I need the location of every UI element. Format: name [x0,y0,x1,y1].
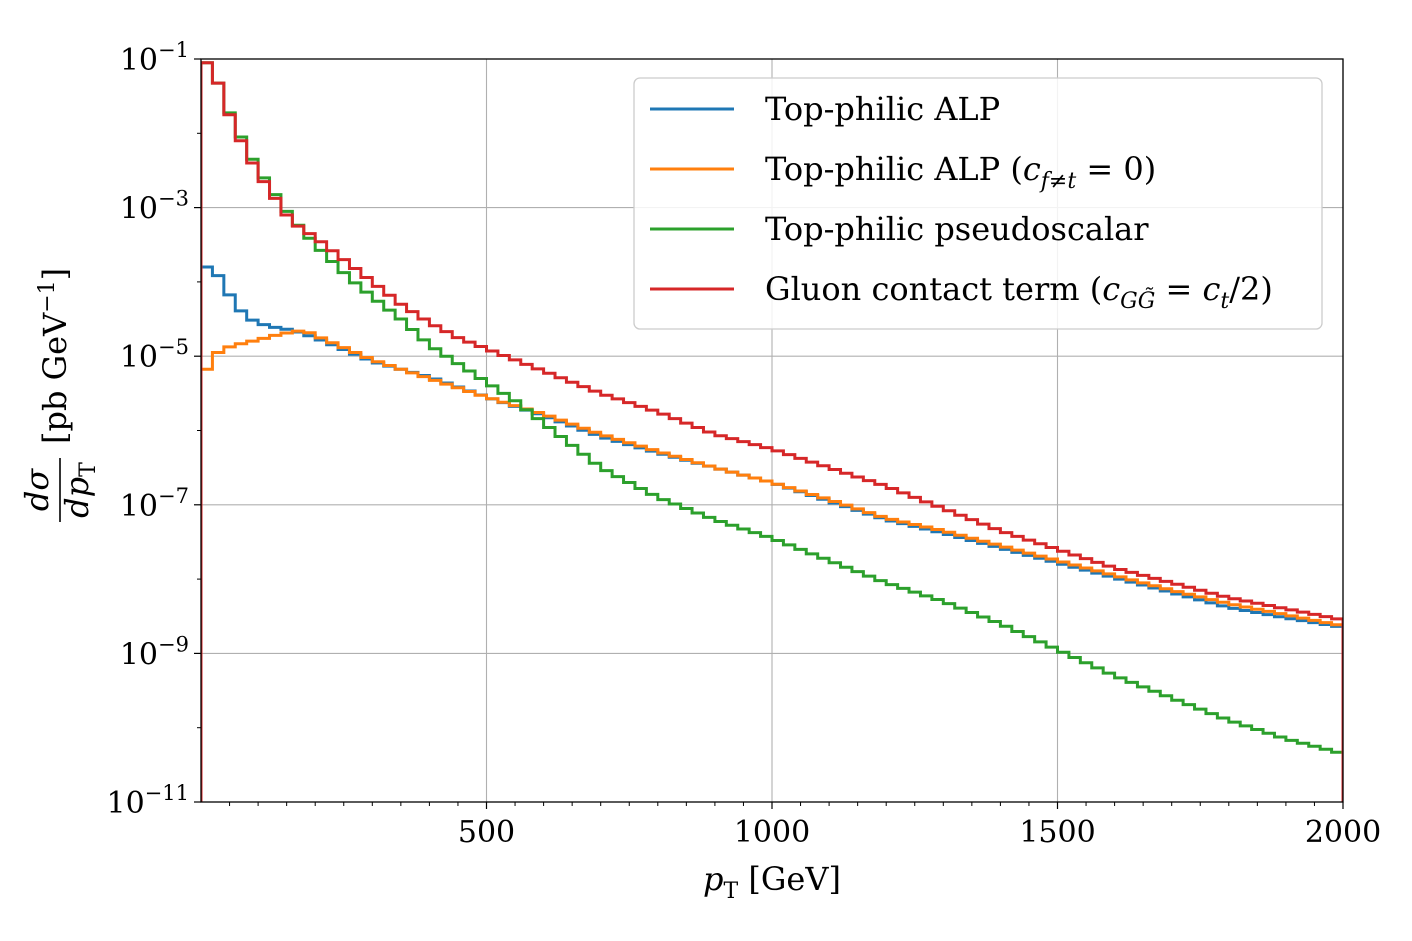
series-line-2 [201,329,1343,802]
y-axis-label: dσ dpT [pb GeV−1] [18,268,101,522]
legend-label-3: Top-philic pseudoscalar [765,210,1149,248]
ticks: 500 1000 1500 2000 10−1 10−3 10−5 10−7 10−9 10−11 [106,38,1381,850]
y-tick-label: 10−5 [120,335,189,375]
y-tick-label: 10−9 [120,632,189,672]
x-tick-label: 1500 [1019,815,1095,850]
y-label-units: [pb GeV−1] [35,268,74,444]
series-line-3 [201,61,1343,802]
series-group [201,61,1343,802]
legend: Top-philic ALP Top-philic ALP (cf≠t = 0) T… [633,77,1323,330]
legend-label-2: Top-philic ALP (cf≠t = 0) [765,150,1156,194]
series-line-4 [201,61,1343,802]
y-tick-label: 10−11 [106,781,189,821]
y-tick-label: 10−3 [120,187,189,227]
y-tick-label: 10−1 [120,38,189,78]
y-label-denominator: dpT [58,462,101,518]
y-tick-label: 10−7 [120,484,189,524]
legend-label-4: Gluon contact term (cGG̃ = ct/2) [765,270,1273,314]
x-tick-label: 1000 [734,815,810,850]
legend-box [633,77,1323,330]
y-label-numerator: dσ [18,468,56,511]
x-axis-label: pT [GeV] [703,860,841,904]
x-tick-label: 500 [458,815,515,850]
legend-label-1: Top-philic ALP [765,90,1000,128]
x-tick-label: 2000 [1305,815,1381,850]
